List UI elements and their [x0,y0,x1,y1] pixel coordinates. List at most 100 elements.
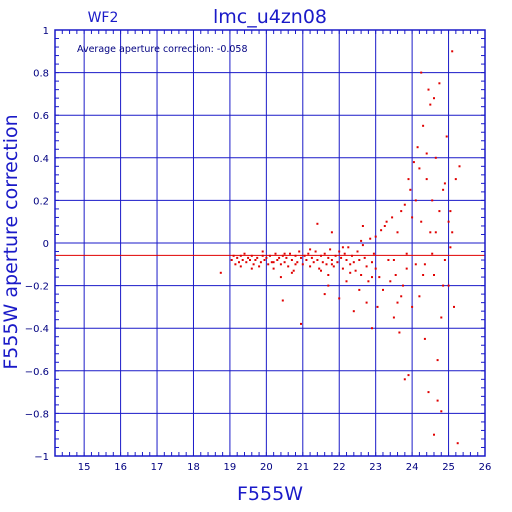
data-point [389,280,392,283]
data-point [283,261,286,264]
data-point [343,252,346,255]
y-tick-label: −0.8 [25,409,49,420]
data-point [338,297,341,300]
data-point [420,220,423,223]
x-tick-label: 24 [406,462,419,473]
data-point [247,256,250,259]
data-point [261,250,264,253]
data-point [396,301,399,304]
data-point [360,274,363,276]
data-point [279,263,282,266]
data-point [276,259,279,261]
data-point [418,167,421,170]
data-point [239,254,242,257]
data-point [285,256,288,259]
data-point [434,156,437,159]
data-point [440,316,443,319]
data-point [263,259,266,261]
data-point [442,284,445,287]
y-tick-labels: −1 −0.8 −0.6 −0.4 −0.2 0 0.2 0.4 0.6 0.8 1 [25,26,49,463]
data-point [316,222,319,225]
data-point [327,256,330,259]
data-point [332,265,335,268]
data-point [436,399,439,402]
data-point [438,210,441,213]
panel-label: WF2 [88,10,119,26]
data-point [349,271,352,274]
x-tick-label: 16 [114,462,127,473]
data-point [241,259,244,261]
data-point [361,244,364,247]
data-point [327,274,330,276]
data-point [232,254,235,257]
chart-title: lmc_u4zn08 [213,6,327,28]
data-point [433,433,435,436]
data-point [451,50,454,53]
data-point [314,250,317,253]
data-point [294,263,297,266]
data-point [238,261,240,264]
data-point [398,331,401,334]
y-tick-label: 0 [43,239,49,250]
data-point [289,252,291,255]
data-point [427,88,430,91]
data-point [440,410,443,413]
data-point [422,124,425,127]
data-point [278,256,281,259]
data-point [349,263,352,266]
data-point [374,235,377,238]
data-point [310,256,313,259]
data-point [392,316,395,319]
data-point [330,259,333,261]
data-point [258,265,261,268]
data-point [303,254,306,257]
data-point [230,259,233,261]
data-point [292,269,295,272]
data-point [259,261,262,264]
data-point [330,263,333,266]
data-point [443,182,446,185]
data-point [427,391,430,394]
data-point [425,178,428,181]
data-point [412,161,415,164]
data-point [391,216,394,219]
x-tick-label: 25 [442,462,455,473]
data-point [352,261,355,264]
y-tick-label: 0.4 [33,154,49,165]
data-point [400,210,403,213]
data-point [300,256,302,259]
data-point [433,274,435,276]
data-point [323,252,326,255]
data-point [371,327,373,330]
data-point [312,261,315,264]
data-point [411,216,414,219]
data-point [281,254,284,257]
data-point [449,210,452,213]
data-point [423,263,426,266]
data-point [307,252,310,255]
data-point [371,261,373,264]
x-tick-label: 18 [187,462,200,473]
data-point [250,267,253,270]
data-point [351,254,353,257]
data-point [369,237,372,240]
data-point [449,246,452,249]
data-point [272,267,275,270]
data-point [411,305,414,308]
x-tick-labels: 15 16 17 18 19 20 21 22 23 24 25 26 [78,462,492,473]
data-point [363,256,366,259]
data-point [442,188,445,191]
data-point [245,261,248,264]
data-point [434,231,437,234]
data-point [265,256,268,259]
data-point [451,231,454,234]
data-point [329,248,332,251]
data-point [354,269,357,272]
data-point [305,259,308,261]
data-point [321,261,324,264]
data-point [300,322,302,325]
data-point [341,267,344,270]
data-point [414,263,417,266]
data-point [438,82,441,85]
